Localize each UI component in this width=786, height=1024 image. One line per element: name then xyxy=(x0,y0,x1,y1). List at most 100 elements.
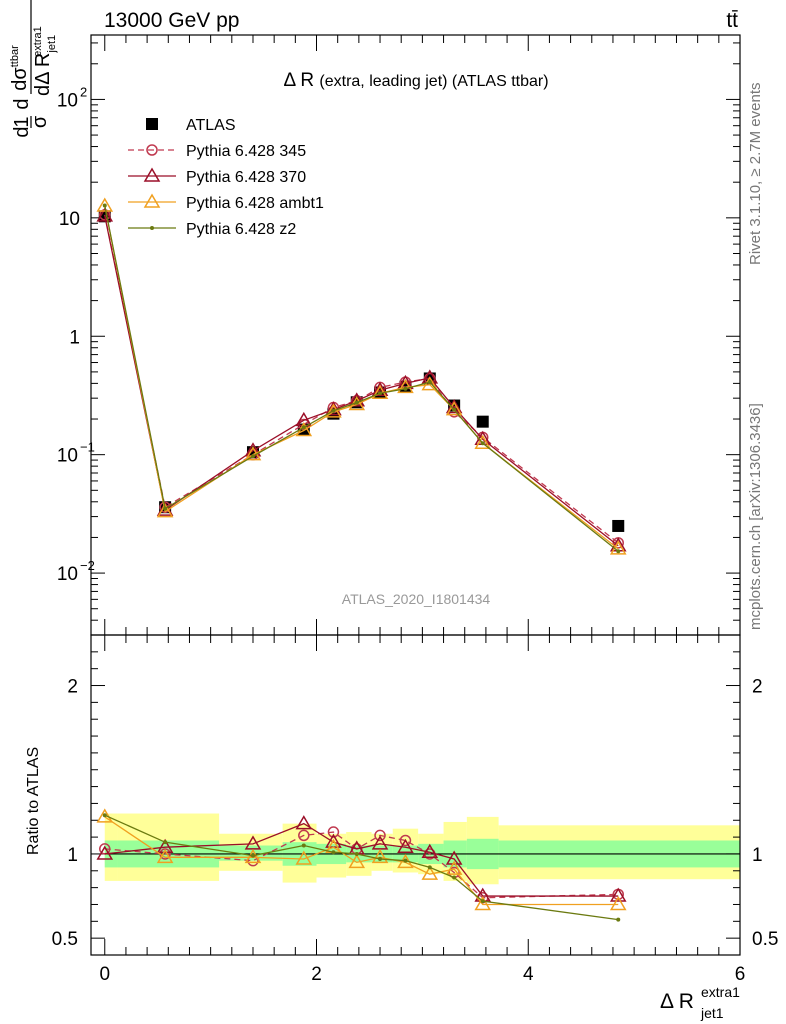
ratio-data-point xyxy=(427,865,432,870)
main-data-point xyxy=(96,197,114,212)
ratio-data-point xyxy=(616,917,621,922)
main-title-rest: (extra, leading jet) (ATLAS ttbar) xyxy=(319,73,548,90)
x-axis-label-sub: jet1 xyxy=(700,1005,724,1021)
main-series xyxy=(102,203,621,554)
ratio-data-point xyxy=(244,848,262,864)
main-data-point xyxy=(156,503,174,518)
ratio-data-point xyxy=(421,865,439,880)
ratio-y-tick-label: 2 xyxy=(67,677,78,698)
main-data-point xyxy=(378,391,383,396)
x-axis-label-main: Δ R xyxy=(660,990,694,1013)
ratio-y-tick-label: 1 xyxy=(67,845,78,866)
x-tick-label: 0 xyxy=(99,964,110,985)
ratio-series xyxy=(102,813,621,922)
ratio-series-line xyxy=(104,831,619,899)
x-tick-label: 4 xyxy=(523,964,534,985)
ratio-data-point xyxy=(445,850,463,865)
main-ylabel: d 1 σ d dσttbar dΔ Rjet1extra1 xyxy=(9,0,58,138)
ratio-data-point xyxy=(295,815,313,830)
ratio-data-point xyxy=(96,845,114,860)
x-tick-label: 6 xyxy=(735,964,746,985)
main-data-point xyxy=(102,203,107,208)
ratio-data-point xyxy=(397,838,414,853)
mcplots-label: mcplots.cern.ch [arXiv:1306.3436] xyxy=(747,403,764,630)
energy-label: 13000 GeV pp xyxy=(104,9,239,32)
ratio-data-point xyxy=(354,851,359,856)
ratio-data-point xyxy=(609,887,627,902)
y-tick-label: 10 xyxy=(57,564,78,585)
svg-text:σ: σ xyxy=(29,115,51,128)
ratio-data-point xyxy=(374,829,386,842)
ratio-data-point xyxy=(295,850,313,865)
ratio-data-point xyxy=(371,848,389,864)
y-tick-exponent: 2 xyxy=(80,84,87,99)
main-data-point xyxy=(301,425,306,430)
legend-label: Pythia 6.428 z2 xyxy=(186,221,296,238)
main-data-point xyxy=(325,403,342,418)
ratio-data-point xyxy=(96,808,114,823)
main-series xyxy=(99,209,624,549)
ratio-data-point xyxy=(163,840,168,845)
legend-marker xyxy=(146,118,158,130)
ratio-data-point xyxy=(156,838,174,853)
ratio-data-point xyxy=(609,895,627,911)
ratio-data-point xyxy=(480,899,485,904)
ratio-data-point xyxy=(250,853,255,858)
legend-label: Pythia 6.428 370 xyxy=(186,169,306,186)
main-series-line xyxy=(104,214,619,544)
main-title-symbol: Δ R xyxy=(283,70,314,91)
legend-label: Pythia 6.428 345 xyxy=(186,143,306,160)
main-data-point xyxy=(331,408,336,413)
ratio-data-point xyxy=(378,857,383,861)
ratio-data-point xyxy=(348,853,366,869)
main-series-line xyxy=(104,205,619,552)
main-data-point xyxy=(474,434,492,449)
ratio-series xyxy=(96,808,627,911)
ratio-data-point xyxy=(301,843,306,848)
ratio-data-point xyxy=(403,858,408,863)
main-series xyxy=(98,210,625,532)
main-data-point xyxy=(476,415,489,428)
main-data-point xyxy=(427,380,432,385)
rivet-label: Rivet 3.1.10, ≥ 2.7M events xyxy=(747,83,764,266)
ratio-y-tick-label-right: 0.5 xyxy=(752,929,778,950)
legend-label: ATLAS xyxy=(186,117,236,134)
legend-label: Pythia 6.428 ambt1 xyxy=(186,195,324,212)
main-data-point xyxy=(250,454,255,459)
svg-text:d: d xyxy=(11,98,33,109)
process-label: tt̄ xyxy=(726,9,738,32)
ratio-ylabel: Ratio to ATLAS xyxy=(25,747,42,855)
y-tick-label: 10 xyxy=(59,209,80,230)
main-data-point xyxy=(616,549,621,554)
ratio-data-point xyxy=(445,860,463,875)
y-tick-label: 1 xyxy=(69,327,80,348)
svg-text:d: d xyxy=(11,126,33,137)
x-axis-label-sup: extra1 xyxy=(701,984,740,1000)
legend-marker xyxy=(146,144,158,156)
main-data-point xyxy=(403,386,408,391)
ratio-data-point xyxy=(327,826,340,838)
legend-marker xyxy=(143,167,161,182)
ratio-data-point xyxy=(452,875,457,880)
ratio-data-point xyxy=(421,843,439,859)
ratio-data-point xyxy=(399,834,412,847)
main-data-point xyxy=(480,441,485,446)
svg-text:1: 1 xyxy=(11,116,33,127)
legend-marker xyxy=(143,193,161,208)
ratio-series-line xyxy=(104,822,619,897)
main-data-point xyxy=(452,407,457,412)
ratio-data-point xyxy=(474,895,492,911)
main-data-point xyxy=(325,401,342,416)
y-tick-exponent: −1 xyxy=(80,440,95,455)
svg-text:dΔ Rjet1extra1: dΔ Rjet1extra1 xyxy=(32,26,58,96)
ratio-y-tick-label-right: 1 xyxy=(752,845,763,866)
y-tick-label: 10 xyxy=(57,90,78,111)
main-data-point xyxy=(354,400,359,405)
legend-marker xyxy=(150,226,154,230)
ratio-y-tick-label: 0.5 xyxy=(52,929,78,950)
ratio-series-line xyxy=(104,814,619,921)
ratio-y-tick-label-right: 2 xyxy=(752,677,763,698)
x-tick-label: 2 xyxy=(311,964,322,985)
